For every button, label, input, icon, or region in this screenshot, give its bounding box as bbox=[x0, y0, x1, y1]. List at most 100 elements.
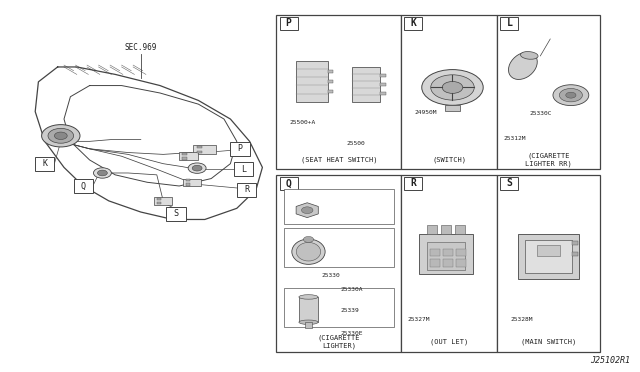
Bar bbox=[537, 246, 560, 257]
Ellipse shape bbox=[292, 239, 325, 264]
Ellipse shape bbox=[299, 320, 318, 324]
Text: 25312M: 25312M bbox=[504, 136, 526, 141]
Bar bbox=[419, 234, 473, 275]
Text: 25330: 25330 bbox=[321, 273, 340, 278]
Text: Q: Q bbox=[285, 178, 292, 188]
Bar bbox=[456, 249, 466, 257]
Text: SEC.969: SEC.969 bbox=[125, 43, 157, 52]
Bar bbox=[445, 105, 460, 111]
Bar bbox=[280, 17, 298, 30]
Circle shape bbox=[559, 89, 582, 102]
Bar bbox=[284, 288, 394, 327]
Circle shape bbox=[566, 92, 576, 98]
Circle shape bbox=[42, 125, 80, 147]
Text: 25330C: 25330C bbox=[529, 111, 552, 116]
Bar bbox=[179, 153, 198, 160]
Text: P: P bbox=[237, 144, 243, 153]
Bar bbox=[497, 15, 600, 169]
Bar bbox=[296, 61, 328, 102]
Text: L: L bbox=[241, 165, 246, 174]
Circle shape bbox=[93, 168, 111, 178]
Bar bbox=[500, 177, 518, 190]
Bar bbox=[497, 175, 600, 352]
Text: 25327M: 25327M bbox=[408, 317, 430, 322]
Bar bbox=[186, 179, 190, 181]
Bar bbox=[182, 153, 187, 155]
Bar bbox=[166, 207, 186, 221]
Text: 25330E: 25330E bbox=[340, 331, 363, 336]
Bar bbox=[430, 249, 440, 257]
Bar bbox=[305, 322, 312, 328]
Bar bbox=[196, 151, 202, 153]
Bar bbox=[280, 177, 298, 190]
Bar bbox=[74, 179, 93, 193]
Bar bbox=[276, 175, 401, 352]
Circle shape bbox=[54, 132, 67, 140]
Text: R: R bbox=[410, 178, 417, 188]
Bar bbox=[441, 225, 451, 234]
Circle shape bbox=[303, 237, 314, 243]
Text: (CIGARETTE
LIGHTER): (CIGARETTE LIGHTER) bbox=[317, 335, 360, 349]
Bar bbox=[572, 241, 578, 246]
Ellipse shape bbox=[509, 52, 537, 80]
Circle shape bbox=[431, 75, 474, 100]
Bar bbox=[401, 175, 497, 352]
Circle shape bbox=[97, 170, 108, 176]
Bar bbox=[572, 252, 578, 257]
Circle shape bbox=[48, 128, 74, 143]
Bar bbox=[182, 157, 187, 160]
Text: 25328M: 25328M bbox=[510, 317, 532, 322]
Bar bbox=[234, 162, 253, 176]
Bar bbox=[154, 197, 172, 205]
Text: S: S bbox=[506, 178, 513, 188]
Text: 25500+A: 25500+A bbox=[289, 121, 316, 125]
Bar bbox=[328, 80, 333, 83]
Bar bbox=[525, 240, 572, 273]
Text: L: L bbox=[506, 18, 513, 28]
Bar bbox=[380, 74, 385, 77]
Circle shape bbox=[188, 163, 206, 173]
Bar bbox=[276, 15, 401, 169]
Text: 25500: 25500 bbox=[347, 141, 365, 145]
Circle shape bbox=[301, 207, 313, 214]
Text: (OUT LET): (OUT LET) bbox=[430, 339, 468, 346]
Bar bbox=[284, 189, 394, 224]
Bar bbox=[299, 297, 318, 322]
Bar bbox=[328, 70, 333, 73]
Bar bbox=[352, 67, 381, 102]
Text: S: S bbox=[173, 209, 179, 218]
Bar bbox=[500, 17, 518, 30]
Bar bbox=[284, 228, 394, 267]
Bar bbox=[456, 260, 466, 267]
Text: (MAIN SWITCH): (MAIN SWITCH) bbox=[521, 339, 576, 346]
Bar bbox=[427, 242, 465, 269]
Bar bbox=[35, 157, 54, 171]
Text: Q: Q bbox=[81, 182, 86, 190]
Ellipse shape bbox=[299, 295, 318, 299]
Bar bbox=[430, 260, 440, 267]
Circle shape bbox=[422, 70, 483, 105]
Circle shape bbox=[442, 81, 463, 93]
Text: (SEAT HEAT SWITCH): (SEAT HEAT SWITCH) bbox=[301, 157, 377, 163]
Bar bbox=[237, 183, 256, 197]
Circle shape bbox=[192, 165, 202, 171]
Circle shape bbox=[553, 85, 589, 106]
Bar bbox=[518, 234, 579, 279]
Bar bbox=[186, 183, 190, 186]
Bar bbox=[443, 260, 453, 267]
Text: R: R bbox=[244, 185, 249, 194]
Text: 25339: 25339 bbox=[340, 308, 359, 313]
Bar bbox=[401, 15, 497, 169]
Text: (SWITCH): (SWITCH) bbox=[432, 157, 467, 163]
Bar bbox=[427, 225, 437, 234]
Text: K: K bbox=[42, 159, 47, 168]
Bar bbox=[196, 146, 202, 148]
Text: P: P bbox=[285, 18, 292, 28]
Bar bbox=[443, 249, 453, 257]
Ellipse shape bbox=[520, 52, 538, 59]
Bar bbox=[157, 202, 161, 204]
Ellipse shape bbox=[296, 243, 321, 261]
Bar bbox=[455, 225, 465, 234]
Text: K: K bbox=[410, 18, 417, 28]
Bar bbox=[157, 198, 161, 200]
